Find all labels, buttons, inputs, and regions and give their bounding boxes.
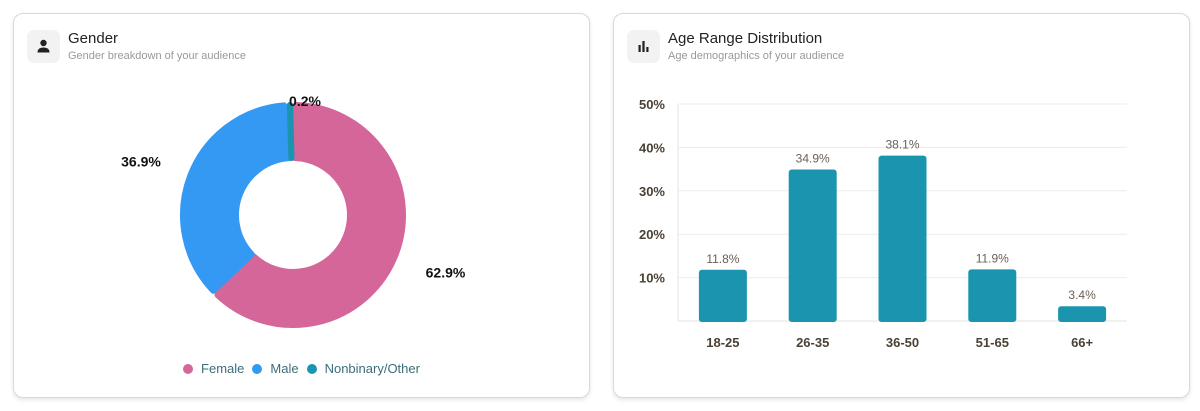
age-card: Age Range Distribution Age demographics … xyxy=(613,13,1190,398)
bar-value-label: 11.8% xyxy=(706,252,739,266)
legend-label-male: Male xyxy=(270,361,299,376)
legend-dot-female xyxy=(183,364,194,374)
legend-label-nonbinary-other: Nonbinary/Other xyxy=(324,361,420,376)
donut-slice-male xyxy=(180,102,292,294)
y-tick-label: 10% xyxy=(639,271,665,286)
bar-36-50 xyxy=(878,155,927,322)
y-tick-label: 20% xyxy=(639,227,665,242)
bar-18-25 xyxy=(698,269,747,322)
gender-donut-chart: 62.9% 36.9% 0.2% xyxy=(121,93,466,328)
bar-value-label: 11.9% xyxy=(976,251,1009,265)
x-tick-label: 51-65 xyxy=(976,335,1009,350)
legend-label-female: Female xyxy=(201,361,245,376)
age-card-subtitle: Age demographics of your audience xyxy=(668,50,845,62)
donut-slice-female xyxy=(214,102,406,328)
gender-card: Gender Gender breakdown of your audience… xyxy=(13,13,590,398)
donut-label-nonbinary-other: 0.2% xyxy=(289,93,321,109)
bar-26-35 xyxy=(788,169,837,322)
gender-card-subtitle: Gender breakdown of your audience xyxy=(68,50,246,62)
y-tick-label: 30% xyxy=(639,184,665,199)
x-tick-label: 18-25 xyxy=(706,335,739,350)
bar-value-label: 34.9% xyxy=(796,152,830,166)
x-tick-label: 26-35 xyxy=(796,335,829,350)
legend-item-male[interactable]: Male xyxy=(252,361,299,376)
legend-item-female[interactable]: Female xyxy=(183,361,244,376)
y-tick-label: 50% xyxy=(639,97,665,112)
bar-value-label: 38.1% xyxy=(885,138,919,152)
gender-legend: Female Male Nonbinary/Other xyxy=(14,361,589,376)
bar-51-65 xyxy=(968,269,1017,322)
legend-item-nonbinary-other[interactable]: Nonbinary/Other xyxy=(306,361,420,376)
donut-slice-nonbinary-other xyxy=(286,102,295,162)
gender-card-title: Gender xyxy=(68,30,119,47)
x-tick-label: 66+ xyxy=(1071,335,1093,350)
legend-dot-nonbinary-other xyxy=(306,364,317,374)
y-tick-label: 40% xyxy=(639,140,665,155)
bar-66 xyxy=(1058,306,1107,322)
x-tick-label: 36-50 xyxy=(886,335,919,350)
legend-dot-male xyxy=(252,364,263,374)
age-card-title: Age Range Distribution xyxy=(668,30,823,47)
bar-value-label: 3.4% xyxy=(1068,288,1096,302)
person-icon xyxy=(27,30,60,63)
donut-label-male: 36.9% xyxy=(121,154,161,170)
age-bar-chart: 10% 20% 30% 40% 50% 11.8% 18-25 34.9% 26-35 38.1%… xyxy=(639,97,1127,350)
donut-label-female: 62.9% xyxy=(426,264,466,280)
bar-chart-icon xyxy=(627,30,660,63)
